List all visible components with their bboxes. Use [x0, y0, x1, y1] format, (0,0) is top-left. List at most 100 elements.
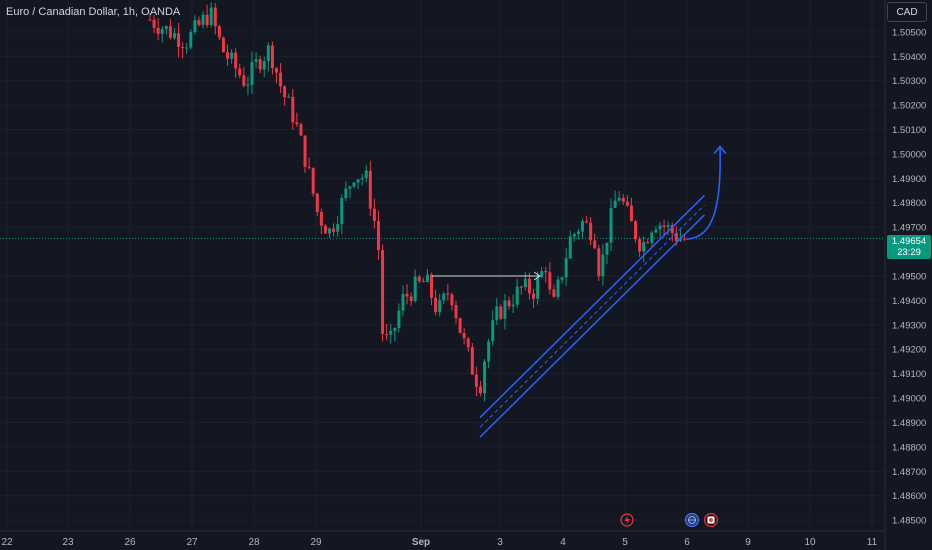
- candle[interactable]: [662, 219, 666, 237]
- candle[interactable]: [589, 217, 593, 246]
- candle[interactable]: [405, 284, 409, 305]
- candle[interactable]: [372, 198, 376, 229]
- candle[interactable]: [474, 366, 478, 397]
- lightning-icon[interactable]: [620, 513, 634, 527]
- candle[interactable]: [417, 274, 421, 284]
- candle[interactable]: [613, 190, 617, 209]
- candle[interactable]: [303, 135, 307, 173]
- candle[interactable]: [201, 10, 205, 29]
- candle[interactable]: [250, 51, 254, 95]
- candle[interactable]: [507, 296, 511, 310]
- candle[interactable]: [568, 230, 572, 259]
- candle[interactable]: [295, 112, 299, 127]
- candle[interactable]: [393, 327, 397, 342]
- drawings[interactable]: [432, 145, 727, 438]
- candle[interactable]: [221, 36, 225, 53]
- candle[interactable]: [323, 223, 327, 234]
- candles[interactable]: [148, 2, 686, 402]
- candle[interactable]: [470, 342, 474, 375]
- candle[interactable]: [576, 228, 580, 240]
- candle[interactable]: [340, 194, 344, 235]
- candle[interactable]: [580, 218, 584, 239]
- candle[interactable]: [181, 42, 185, 59]
- candle[interactable]: [172, 27, 176, 40]
- candle[interactable]: [283, 85, 287, 106]
- candle[interactable]: [197, 16, 201, 27]
- candle[interactable]: [332, 223, 336, 237]
- candle[interactable]: [564, 247, 568, 287]
- candle[interactable]: [385, 323, 389, 341]
- candle[interactable]: [466, 337, 470, 352]
- candle[interactable]: [658, 221, 662, 239]
- candle[interactable]: [487, 338, 491, 369]
- candle[interactable]: [279, 63, 283, 93]
- candle[interactable]: [666, 221, 670, 235]
- candle[interactable]: [254, 52, 258, 68]
- candle[interactable]: [287, 93, 291, 98]
- candle[interactable]: [352, 181, 356, 189]
- candle[interactable]: [458, 317, 462, 334]
- candle[interactable]: [638, 236, 642, 258]
- candle[interactable]: [523, 272, 527, 291]
- candle[interactable]: [438, 293, 442, 317]
- candle[interactable]: [258, 55, 262, 74]
- candle[interactable]: [238, 63, 242, 79]
- candle[interactable]: [454, 300, 458, 324]
- candle[interactable]: [495, 297, 499, 325]
- candle[interactable]: [572, 232, 576, 242]
- candle[interactable]: [328, 227, 332, 238]
- candle[interactable]: [299, 122, 303, 136]
- candle[interactable]: [226, 44, 230, 66]
- candle[interactable]: [621, 193, 625, 205]
- candle[interactable]: [499, 304, 503, 321]
- candle[interactable]: [177, 22, 181, 58]
- currency-button[interactable]: CAD: [887, 2, 927, 22]
- candle[interactable]: [609, 198, 613, 252]
- candle[interactable]: [409, 292, 413, 307]
- candle[interactable]: [532, 289, 536, 308]
- candle[interactable]: [646, 238, 650, 244]
- candle[interactable]: [270, 41, 274, 75]
- candle[interactable]: [462, 327, 466, 345]
- candle[interactable]: [650, 230, 654, 247]
- candle[interactable]: [430, 272, 434, 306]
- candle[interactable]: [511, 294, 515, 314]
- candle[interactable]: [634, 219, 638, 243]
- event-markers[interactable]: [620, 513, 718, 527]
- candle[interactable]: [230, 49, 234, 64]
- candle[interactable]: [425, 268, 429, 283]
- candle[interactable]: [446, 283, 450, 301]
- trend-channel-drawing[interactable]: [479, 194, 705, 438]
- candle[interactable]: [413, 269, 417, 303]
- candle[interactable]: [527, 272, 531, 300]
- candle[interactable]: [540, 266, 544, 279]
- candle[interactable]: [242, 67, 246, 88]
- candle[interactable]: [246, 76, 250, 96]
- candle[interactable]: [364, 164, 368, 183]
- candle[interactable]: [560, 276, 564, 284]
- candle[interactable]: [148, 13, 152, 22]
- candle[interactable]: [544, 266, 548, 283]
- candle[interactable]: [629, 197, 633, 222]
- candle[interactable]: [376, 210, 380, 260]
- candle[interactable]: [274, 67, 278, 84]
- candle[interactable]: [356, 179, 360, 190]
- candle[interactable]: [401, 285, 405, 317]
- candle[interactable]: [185, 42, 189, 54]
- candle[interactable]: [311, 167, 315, 197]
- candle[interactable]: [348, 185, 352, 199]
- candle[interactable]: [548, 262, 552, 295]
- candle[interactable]: [642, 236, 646, 262]
- horizontal-arrow-drawing[interactable]: [432, 271, 541, 281]
- candle[interactable]: [209, 2, 213, 28]
- symbol-title[interactable]: Euro / Canadian Dollar, 1h, OANDA: [6, 6, 181, 18]
- flag-icon[interactable]: [704, 513, 718, 527]
- candle[interactable]: [360, 173, 364, 186]
- candle[interactable]: [397, 303, 401, 333]
- candle[interactable]: [585, 215, 589, 224]
- candle[interactable]: [389, 323, 393, 344]
- candle[interactable]: [593, 233, 597, 250]
- candle[interactable]: [336, 215, 340, 237]
- candle[interactable]: [670, 222, 674, 242]
